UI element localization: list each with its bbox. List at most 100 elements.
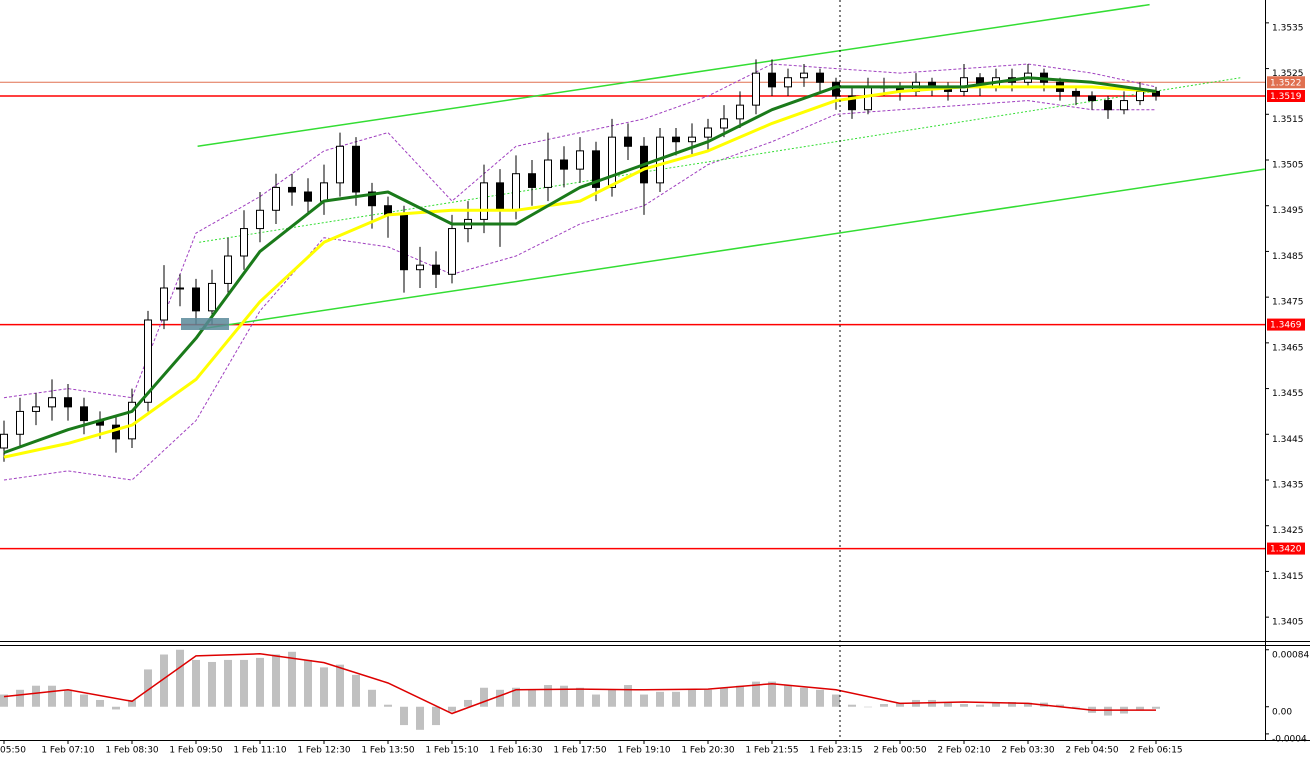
histogram-bar bbox=[48, 685, 56, 707]
x-tick-label: 1 Feb 07:10 bbox=[41, 746, 95, 756]
candle-body bbox=[544, 159, 552, 188]
histogram-bar bbox=[64, 689, 72, 707]
candle-body bbox=[768, 72, 776, 88]
y-tick-label: 1.3515 bbox=[1272, 115, 1304, 125]
candle-body bbox=[208, 282, 216, 312]
candle-body bbox=[336, 145, 344, 184]
x-tick-label: 1 Feb 20:30 bbox=[681, 746, 735, 756]
candle-body bbox=[512, 173, 520, 211]
histogram-bar bbox=[768, 681, 776, 707]
candle-body bbox=[128, 401, 136, 440]
histogram-bar bbox=[976, 704, 984, 707]
histogram-bar bbox=[576, 687, 584, 707]
y-tick-label: 1.3455 bbox=[1272, 389, 1304, 399]
candle-body bbox=[1152, 90, 1160, 97]
candle-body bbox=[48, 397, 56, 408]
histogram-bar bbox=[560, 685, 568, 707]
histogram-bar bbox=[240, 659, 248, 707]
x-tick-label: 1 Feb 11:10 bbox=[233, 746, 287, 756]
histogram-bar bbox=[784, 685, 792, 707]
candle-body bbox=[480, 182, 488, 220]
x-tick-label: 2 Feb 03:30 bbox=[1001, 746, 1055, 756]
y-tick-label: 1.3475 bbox=[1272, 298, 1304, 308]
histogram-bar bbox=[624, 685, 632, 707]
histogram-bar bbox=[1104, 706, 1112, 716]
x-tick-label: 2 Feb 04:50 bbox=[1065, 746, 1119, 756]
histogram-bar bbox=[496, 689, 504, 707]
y-tick-label: 1.3405 bbox=[1272, 618, 1304, 628]
histogram-bar bbox=[144, 669, 152, 707]
histogram-bar bbox=[112, 706, 120, 710]
candle-body bbox=[688, 136, 696, 143]
candle-body bbox=[64, 397, 72, 408]
x-tick-label: 1 Feb 23:15 bbox=[809, 746, 862, 756]
x-tick-label: 1 Feb 13:50 bbox=[361, 746, 415, 756]
candle-body bbox=[240, 228, 248, 257]
histogram-bar bbox=[416, 706, 424, 730]
histogram-bar bbox=[944, 702, 952, 707]
y-tick-label: 1.3485 bbox=[1272, 252, 1304, 262]
candle-body bbox=[416, 264, 424, 271]
histogram-bar bbox=[176, 649, 184, 707]
candle-body bbox=[432, 264, 440, 275]
moving-average bbox=[3, 76, 1157, 455]
histogram-bar bbox=[0, 694, 8, 707]
y-tick-label: -0.0004 bbox=[1272, 734, 1307, 744]
histogram-bar bbox=[464, 699, 472, 707]
level-label: 1.3469 bbox=[1270, 321, 1302, 331]
histogram-bar bbox=[432, 706, 440, 726]
candle-body bbox=[0, 433, 8, 449]
histogram-bar bbox=[992, 702, 1000, 707]
level-label-bg bbox=[1267, 90, 1305, 102]
candle-body bbox=[304, 191, 312, 202]
candle-body bbox=[960, 77, 968, 92]
trade-marker bbox=[181, 318, 229, 330]
candle-body bbox=[1136, 90, 1144, 102]
y-tick-label: 1.3435 bbox=[1272, 481, 1304, 491]
x-tick-label: 1 Feb 09:50 bbox=[169, 746, 223, 756]
x-tick-label: 1 Feb 19:10 bbox=[617, 746, 671, 756]
histogram-bar bbox=[960, 704, 968, 707]
candle-body bbox=[704, 127, 712, 138]
candle-body bbox=[1120, 100, 1128, 111]
x-tick-label: 2 Feb 06:15 bbox=[1129, 746, 1182, 756]
candle-body bbox=[224, 255, 232, 284]
candle-body bbox=[320, 182, 328, 202]
histogram-bar bbox=[1136, 706, 1144, 710]
candle-body bbox=[352, 145, 360, 193]
histogram-bar bbox=[400, 706, 408, 726]
histogram-bar bbox=[256, 657, 264, 707]
x-tick-label: 1 Feb 17:50 bbox=[553, 746, 607, 756]
line-series bbox=[3, 100, 1156, 481]
histogram-bar bbox=[224, 659, 232, 707]
candle-body bbox=[576, 150, 584, 170]
histogram-bar bbox=[880, 704, 888, 707]
y-tick-label: 1.3505 bbox=[1272, 161, 1304, 171]
histogram-bar bbox=[272, 654, 280, 707]
histogram-bar bbox=[128, 699, 136, 707]
candle-body bbox=[160, 287, 168, 321]
candle-body bbox=[16, 410, 24, 435]
candle-body bbox=[400, 214, 408, 271]
histogram-bar bbox=[640, 694, 648, 707]
histogram-bar bbox=[80, 694, 88, 707]
candle-body bbox=[1088, 95, 1096, 102]
histogram-bar bbox=[1152, 706, 1160, 709]
histogram-bar bbox=[16, 689, 24, 707]
y-tick-label: 1.3495 bbox=[1272, 206, 1304, 216]
histogram-bar bbox=[864, 706, 872, 708]
candle-body bbox=[192, 287, 200, 312]
histogram-bar bbox=[208, 661, 216, 707]
histogram-bar bbox=[480, 687, 488, 707]
candle-body bbox=[1072, 90, 1080, 97]
candle-body bbox=[720, 118, 728, 129]
y-tick-label: 1.3415 bbox=[1272, 572, 1304, 582]
histogram-bar bbox=[848, 704, 856, 707]
x-tick-label: 1 Feb 12:30 bbox=[297, 746, 351, 756]
histogram-bar bbox=[800, 687, 808, 707]
histogram-bar bbox=[288, 651, 296, 707]
candle-body bbox=[288, 186, 296, 193]
x-tick-label: 1 Feb 16:30 bbox=[489, 746, 543, 756]
